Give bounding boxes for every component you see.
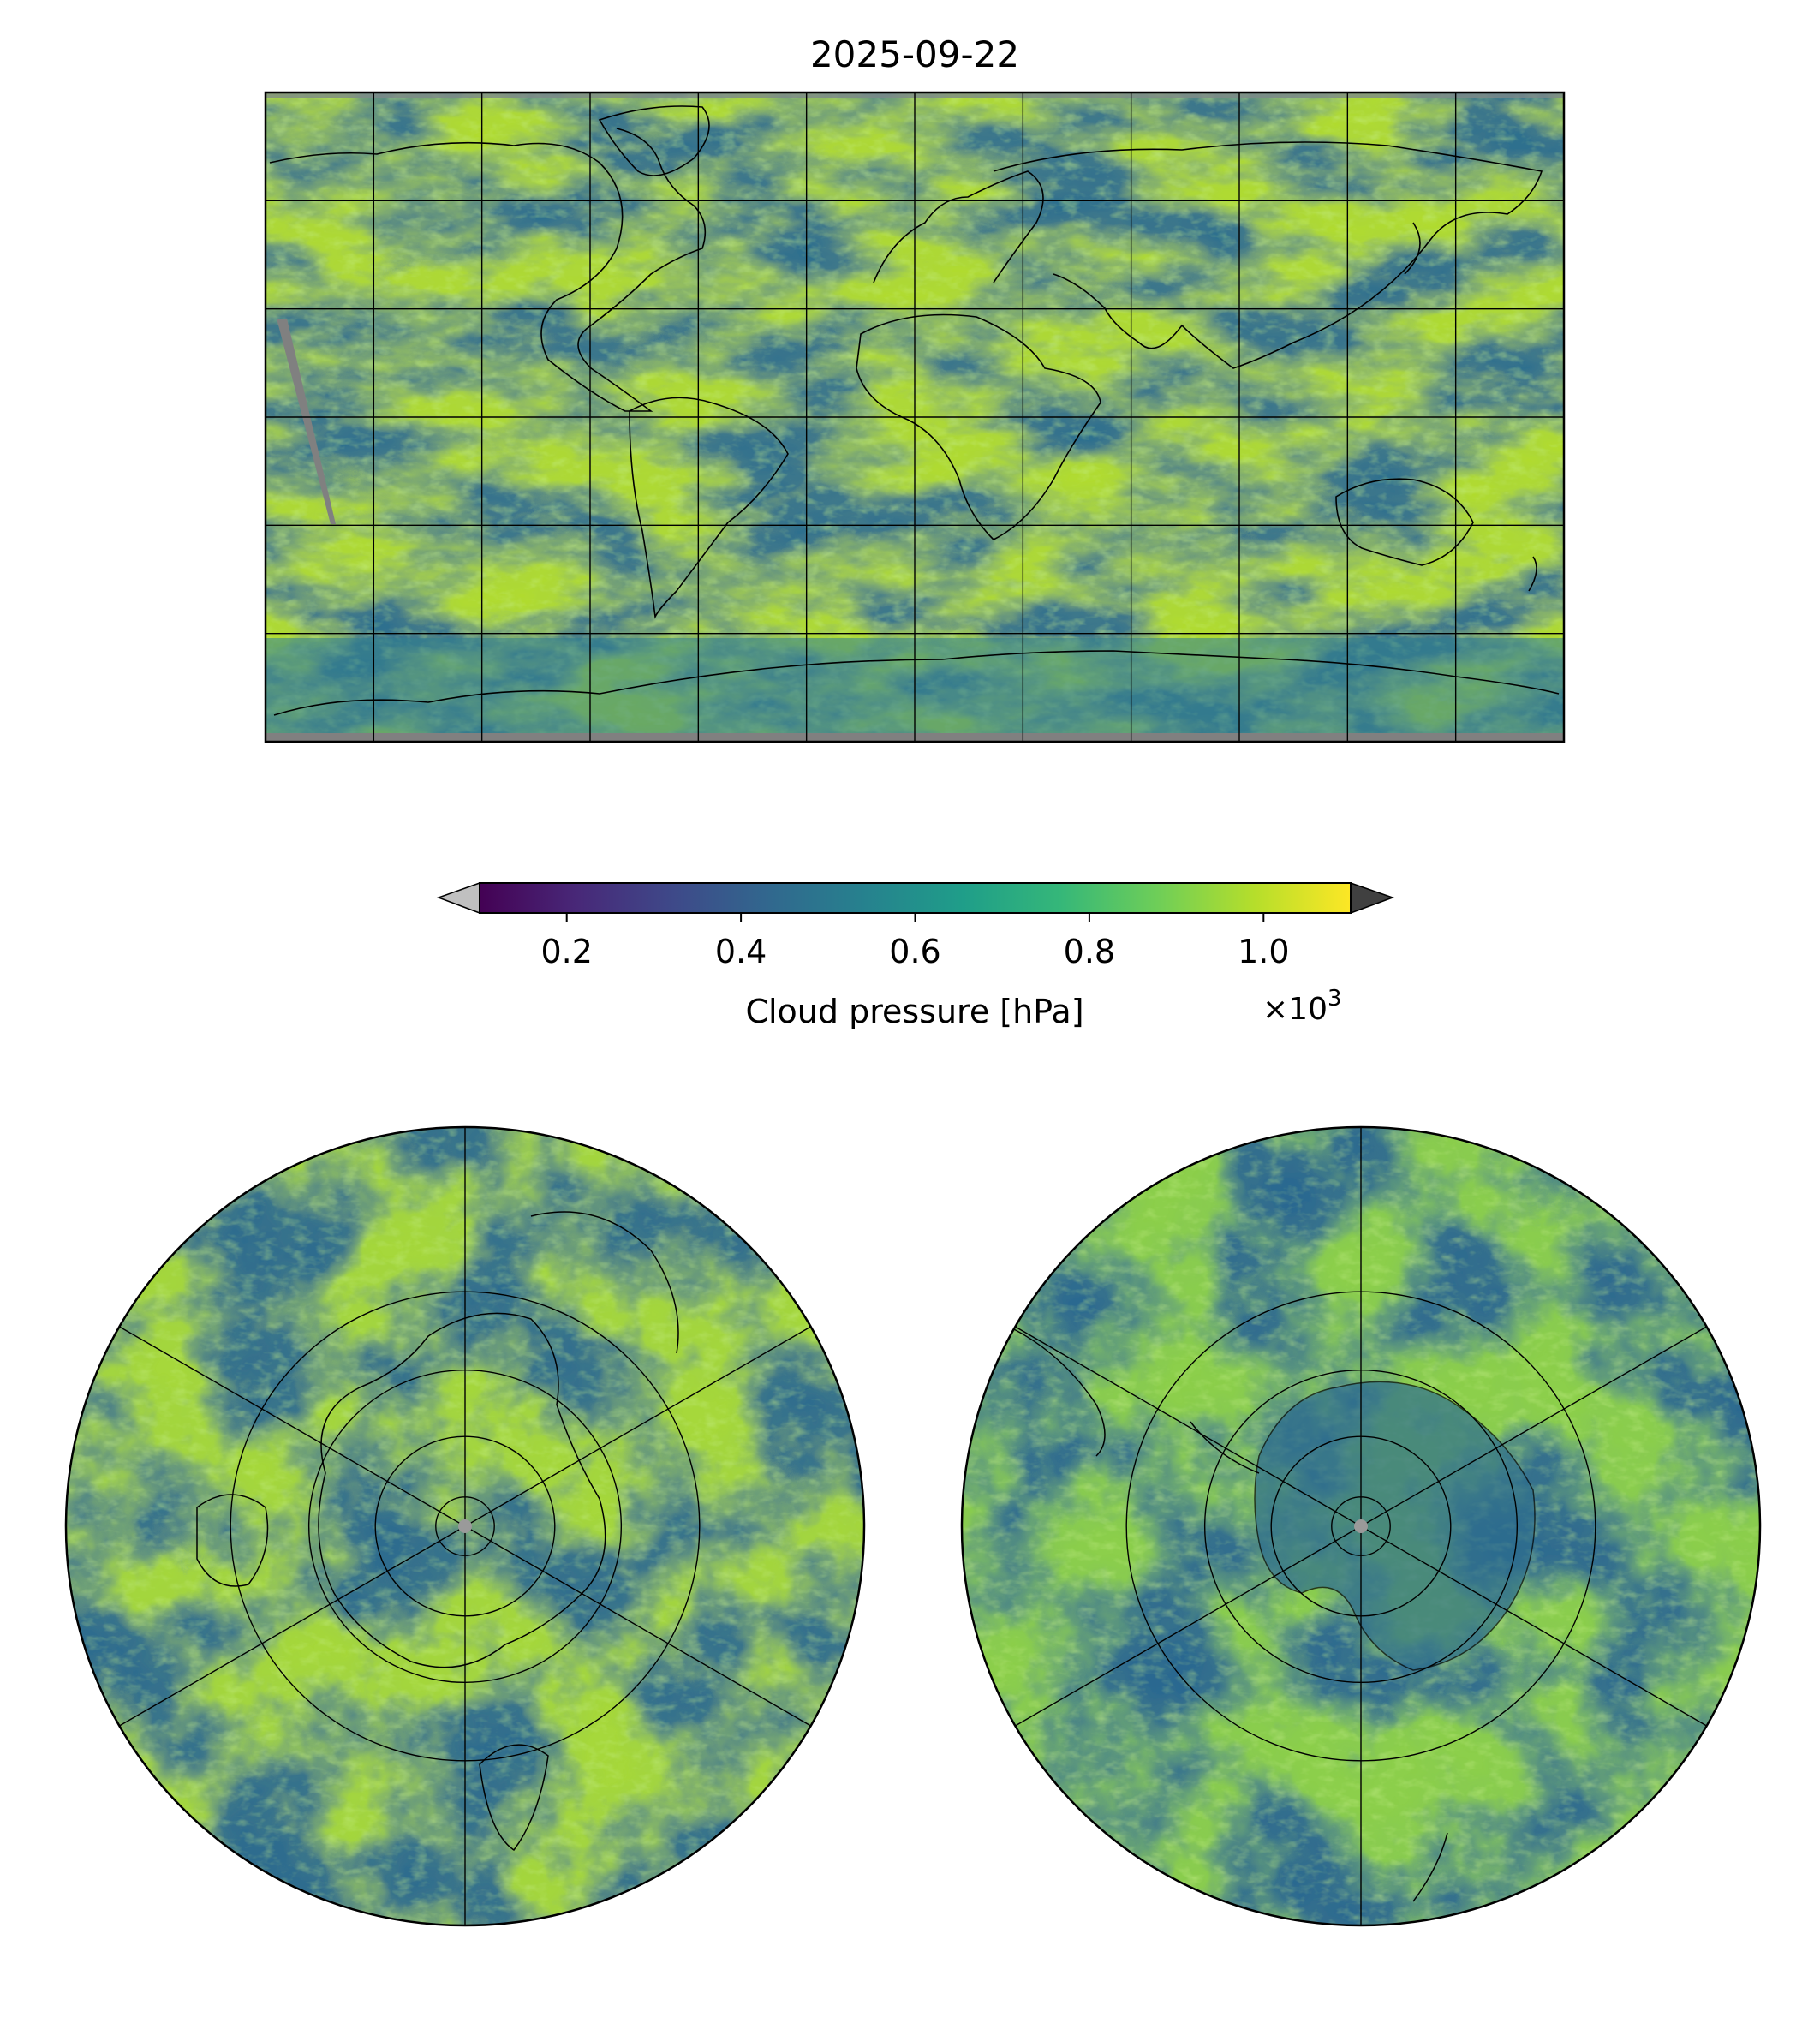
figure-title: 2025-09-22 bbox=[810, 33, 1019, 75]
colorbar-over-extend bbox=[1350, 881, 1395, 915]
colorbar-ticks: 0.2 0.4 0.6 0.8 1.0 bbox=[540, 913, 1290, 970]
global-map bbox=[264, 91, 1566, 743]
north-gridlines bbox=[119, 1127, 811, 1925]
meridian-line bbox=[1360, 1525, 1707, 1727]
meridian-line bbox=[464, 1326, 811, 1527]
colorbar-multiplier-base: ×10 bbox=[1262, 992, 1328, 1027]
colorbar-tick-label: 0.6 bbox=[889, 933, 940, 970]
gridlines bbox=[266, 92, 1564, 742]
meridian-line bbox=[1360, 1326, 1707, 1527]
global-map-frame bbox=[264, 91, 1566, 743]
colorbar-tick-label: 0.8 bbox=[1064, 933, 1115, 970]
colorbar-tick-label: 1.0 bbox=[1238, 933, 1289, 970]
antarctica-shape bbox=[1254, 1381, 1536, 1671]
meridian-line bbox=[119, 1525, 466, 1727]
antarctic-peninsula bbox=[1190, 1421, 1260, 1474]
missing-data-swath bbox=[277, 319, 336, 524]
meridian-line bbox=[464, 1525, 811, 1727]
north-coastlines bbox=[196, 1211, 679, 1852]
colorbar-label: Cloud pressure [hPa] bbox=[745, 993, 1083, 1030]
meridian-line bbox=[1015, 1525, 1362, 1727]
south-polar-map bbox=[960, 1125, 1762, 1927]
colorbar-tick-label: 0.2 bbox=[540, 933, 592, 970]
colorbar-under-extend bbox=[436, 881, 480, 915]
south-gridlines bbox=[1015, 1127, 1707, 1925]
north-polar-frame bbox=[64, 1125, 866, 1927]
south-polar-frame bbox=[960, 1125, 1762, 1927]
colorbar-tick-label: 0.4 bbox=[715, 933, 767, 970]
south-pole-marker bbox=[1354, 1519, 1368, 1533]
meridian-line bbox=[1015, 1326, 1362, 1527]
meridian-line bbox=[119, 1326, 466, 1527]
north-polar-map bbox=[64, 1125, 866, 1927]
north-pole-marker bbox=[458, 1519, 472, 1533]
south-coastlines bbox=[1010, 1327, 1448, 1902]
colorbar-gradient bbox=[480, 883, 1351, 913]
coastlines bbox=[269, 105, 1560, 716]
colorbar-multiplier-exp: 3 bbox=[1328, 986, 1342, 1012]
colorbar: 0.2 0.4 0.6 0.8 1.0 Cloud pressure [hPa] ×10… bbox=[436, 881, 1395, 1030]
colorbar-multiplier: ×103 bbox=[1262, 986, 1342, 1027]
